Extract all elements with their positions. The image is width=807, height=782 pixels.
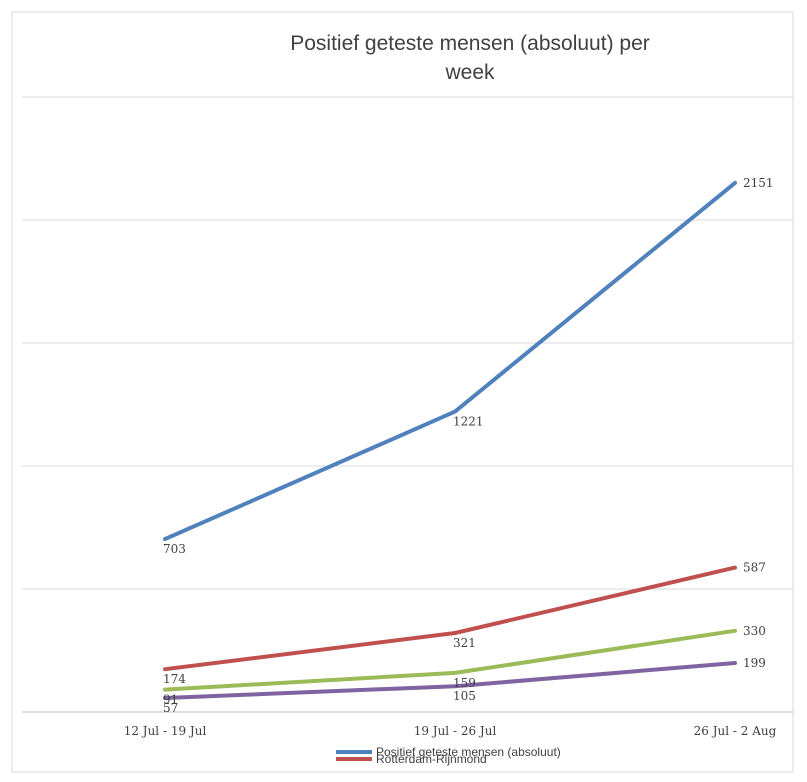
x-tick-label: 12 Jul - 19 Jul	[124, 724, 207, 738]
legend: Positief geteste mensen (absoluut)Rotter…	[336, 745, 561, 766]
data-label: 199	[743, 656, 766, 670]
legend-entry: Positief geteste mensen (absoluut)	[376, 745, 561, 759]
x-axis-tick-labels: 12 Jul - 19 Jul 19 Jul - 26 Jul 26 Jul - 2…	[124, 724, 777, 738]
series-line	[163, 565, 737, 672]
data-label: 703	[163, 542, 186, 556]
data-label: 321	[453, 636, 476, 650]
gridlines	[22, 96, 793, 713]
data-labels: 703 1221 2151 174 321 587 91 159 330 57 105 199	[163, 176, 774, 715]
series-line	[163, 661, 737, 700]
data-label: 57	[163, 701, 178, 715]
x-tick-label: 19 Jul - 26 Jul	[414, 724, 497, 738]
data-label: 2151	[743, 176, 774, 190]
chart-title-line-2: week	[444, 61, 495, 84]
x-tick-label: 26 Jul - 2 Aug	[694, 724, 777, 738]
legend-entry: Rotterdam-Rijnmond	[376, 752, 487, 766]
data-label: 105	[453, 689, 476, 703]
series-group	[163, 180, 737, 700]
series-line	[163, 628, 737, 692]
chart-title-line-1: Positief geteste mensen (absoluut) per	[290, 32, 650, 55]
chart-border	[11, 11, 794, 773]
data-label: 587	[743, 561, 766, 575]
data-label: 330	[743, 624, 766, 638]
data-label: 91	[163, 693, 178, 707]
series-line	[163, 180, 737, 542]
data-label: 1221	[453, 415, 484, 429]
data-label: 159	[453, 676, 476, 690]
data-label: 174	[163, 672, 186, 686]
